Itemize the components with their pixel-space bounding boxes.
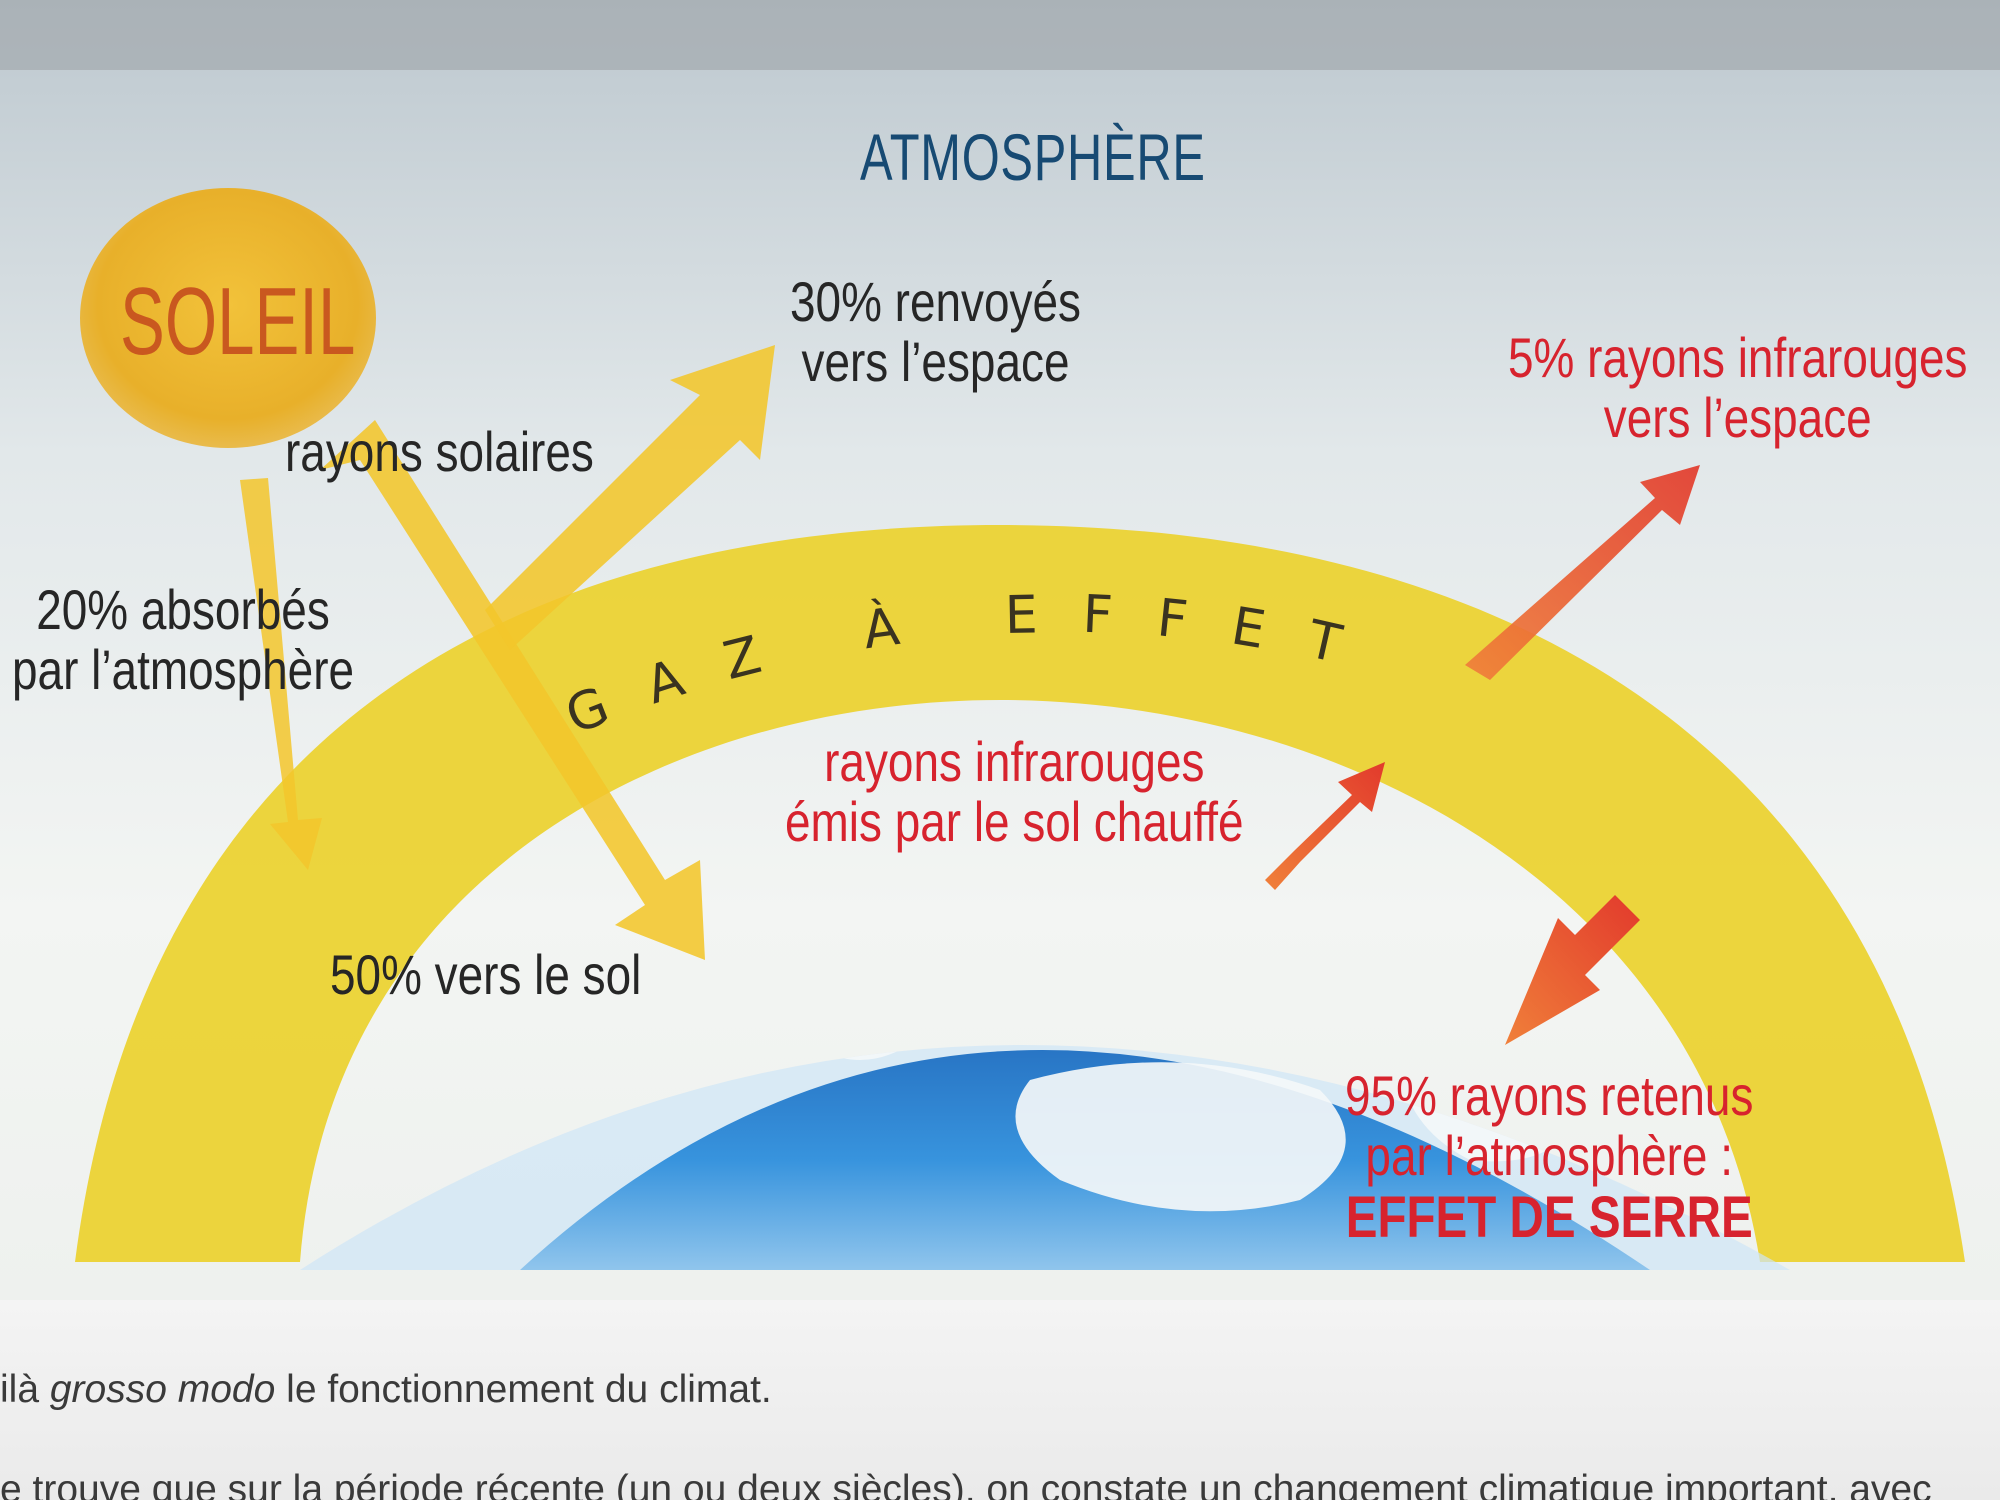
atmosphere-title: ATMOSPHÈRE <box>860 120 1206 194</box>
sun-label: SOLEIL <box>120 268 356 375</box>
ground-infrared-label: rayons infrarouges émis par le sol chauf… <box>785 730 1244 854</box>
reflected-line-2: vers l’espace <box>801 330 1070 394</box>
infrared-space-line-2: vers l’espace <box>1603 386 1872 450</box>
absorbed-line-1: 20% absorbés <box>36 578 330 641</box>
reflected-ray-arrow <box>485 345 775 650</box>
absorbed-line-2: par l’atmosphère <box>12 638 355 702</box>
infrared-to-space-arrow <box>1465 465 1700 680</box>
greenhouse-effect-diagram: GAZ À EFFET DE SERRE <box>0 0 2000 1300</box>
absorbed-label: 20% absorbés par l’atmosphère <box>12 578 355 702</box>
retained-line-1: 95% rayons retenus <box>1345 1064 1754 1127</box>
caption-end: le fonctionnement du climat. <box>275 1368 772 1411</box>
infrared-to-space-label: 5% rayons infrarouges vers l’espace <box>1508 326 1968 450</box>
retained-infrared-arrow <box>1505 895 1640 1045</box>
reflected-to-space-label: 30% renvoyés vers l’espace <box>790 270 1081 394</box>
article-text: ilà grosso modo le fonctionnement du cli… <box>0 1300 2000 1500</box>
article-next-line: e trouve que sur la période récente (un … <box>0 1468 1932 1500</box>
retained-label: 95% rayons retenus par l’atmosphère : EF… <box>1345 1064 1754 1250</box>
ground-infrared-line-2: émis par le sol chauffé <box>785 790 1244 854</box>
ground-infrared-line-1: rayons infrarouges <box>824 730 1205 793</box>
caption-italic: grosso modo <box>49 1368 276 1411</box>
reflected-line-1: 30% renvoyés <box>790 270 1081 333</box>
solar-ray-to-ground-arrow <box>320 420 705 960</box>
ground-infrared-arrow <box>1265 762 1385 890</box>
absorbed-ray-arrow <box>240 478 322 870</box>
retained-line-2: par l’atmosphère : <box>1365 1124 1733 1188</box>
infrared-space-line-1: 5% rayons infrarouges <box>1508 326 1968 389</box>
greenhouse-effect-label: EFFET DE SERRE <box>1345 1184 1753 1250</box>
to-ground-label: 50% vers le sol <box>330 943 642 1006</box>
sun <box>80 188 376 448</box>
figure-caption: ilà grosso modo le fonctionnement du cli… <box>0 1368 772 1412</box>
solar-rays-label: rayons solaires <box>285 420 594 483</box>
caption-start: ilà <box>0 1368 50 1411</box>
top-shadow <box>0 0 2000 70</box>
